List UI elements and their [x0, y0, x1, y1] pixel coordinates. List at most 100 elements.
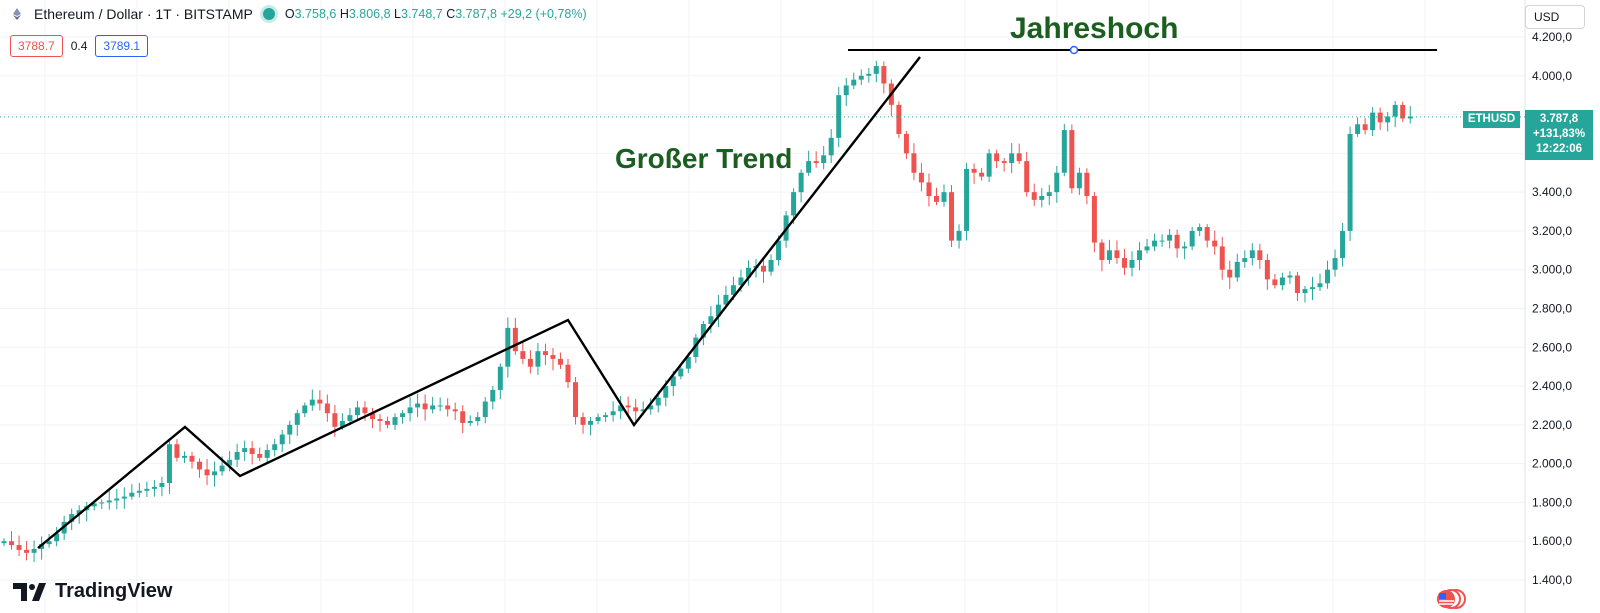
candle-body[interactable]: [1001, 161, 1007, 164]
candle-body[interactable]: [114, 498, 120, 501]
candle-body[interactable]: [573, 382, 579, 418]
candle-body[interactable]: [745, 267, 751, 278]
candle-body[interactable]: [324, 403, 330, 414]
candle-body[interactable]: [633, 407, 639, 412]
candle-body[interactable]: [678, 368, 684, 377]
candle-body[interactable]: [798, 172, 804, 193]
candle-body[interactable]: [242, 448, 248, 453]
candle-body[interactable]: [1392, 104, 1398, 117]
candle-body[interactable]: [1332, 258, 1338, 270]
candle-body[interactable]: [369, 413, 375, 420]
candle-body[interactable]: [1054, 172, 1060, 193]
candle-body[interactable]: [204, 469, 210, 476]
candle-body[interactable]: [460, 411, 466, 423]
candle-body[interactable]: [595, 417, 601, 421]
candle-body[interactable]: [309, 399, 315, 406]
candle-body[interactable]: [685, 356, 691, 369]
candle-body[interactable]: [903, 133, 909, 154]
candle-body[interactable]: [212, 471, 218, 476]
candle-body[interactable]: [1219, 246, 1225, 270]
candle-body[interactable]: [1264, 260, 1270, 280]
candle-body[interactable]: [166, 444, 172, 484]
candle-body[interactable]: [437, 405, 443, 407]
candle-body[interactable]: [76, 510, 82, 515]
candle-body[interactable]: [16, 545, 22, 550]
candle-body[interactable]: [843, 85, 849, 96]
candle-body[interactable]: [9, 541, 15, 546]
candle-body[interactable]: [1024, 161, 1030, 193]
candle-body[interactable]: [129, 492, 135, 497]
candle-body[interactable]: [475, 417, 481, 421]
candle-body[interactable]: [46, 541, 52, 545]
candle-body[interactable]: [527, 358, 533, 367]
candle-body[interactable]: [106, 500, 112, 503]
candle-body[interactable]: [227, 459, 233, 466]
candle-body[interactable]: [791, 192, 797, 216]
candle-body[interactable]: [1167, 234, 1173, 241]
candle-body[interactable]: [1144, 246, 1150, 251]
candle-body[interactable]: [1325, 269, 1331, 284]
candle-body[interactable]: [317, 399, 323, 404]
candle-body[interactable]: [144, 488, 150, 491]
candle-body[interactable]: [512, 327, 518, 352]
candle-body[interactable]: [31, 548, 37, 553]
candle-body[interactable]: [603, 415, 609, 418]
candle-body[interactable]: [918, 172, 924, 183]
candle-body[interactable]: [400, 413, 406, 418]
candle-body[interactable]: [836, 95, 842, 138]
candle-body[interactable]: [189, 455, 195, 462]
candle-body[interactable]: [121, 496, 127, 499]
candle-body[interactable]: [858, 75, 864, 80]
candle-body[interactable]: [1317, 283, 1323, 288]
candle-body[interactable]: [708, 316, 714, 325]
candle-body[interactable]: [896, 104, 902, 134]
candle-body[interactable]: [1069, 130, 1075, 189]
candle-body[interactable]: [257, 453, 263, 458]
candle-body[interactable]: [1152, 240, 1158, 247]
line-anchor-handle[interactable]: [1069, 45, 1079, 55]
candle-body[interactable]: [1114, 250, 1120, 259]
candle-body[interactable]: [264, 450, 270, 458]
candle-body[interactable]: [873, 66, 879, 74]
candle-body[interactable]: [1091, 196, 1097, 243]
candle-body[interactable]: [1294, 275, 1300, 293]
candle-body[interactable]: [557, 358, 563, 365]
candle-body[interactable]: [174, 444, 180, 458]
candle-body[interactable]: [1, 541, 7, 544]
candle-body[interactable]: [497, 366, 503, 390]
candle-body[interactable]: [565, 364, 571, 383]
candle-body[interactable]: [813, 161, 819, 164]
candle-body[interactable]: [1106, 250, 1112, 261]
candle-body[interactable]: [1355, 124, 1361, 134]
candle-body[interactable]: [452, 409, 458, 412]
candle-body[interactable]: [956, 230, 962, 241]
candle-body[interactable]: [821, 155, 827, 164]
candle-body[interactable]: [407, 407, 413, 414]
candle-body[interactable]: [1347, 133, 1353, 231]
candle-body[interactable]: [550, 355, 556, 359]
tradingview-logo[interactable]: TradingView: [13, 580, 172, 603]
candle-body[interactable]: [385, 420, 391, 425]
candle-body[interactable]: [1174, 234, 1180, 249]
candle-body[interactable]: [272, 444, 278, 451]
candle-body[interactable]: [1279, 277, 1285, 286]
buy-button[interactable]: 3789.1: [95, 35, 149, 57]
candle-body[interactable]: [1234, 261, 1240, 278]
currency-select[interactable]: USD: [1525, 5, 1585, 29]
candle-body[interactable]: [1061, 130, 1067, 173]
candle-body[interactable]: [640, 409, 646, 412]
candle-body[interactable]: [1309, 287, 1315, 290]
candle-body[interactable]: [1362, 124, 1368, 131]
us-flag-icon[interactable]: [1436, 588, 1466, 610]
candle-body[interactable]: [618, 405, 624, 412]
candle-body[interactable]: [588, 420, 594, 425]
candle-body[interactable]: [490, 389, 496, 402]
candle-body[interactable]: [219, 465, 225, 472]
candle-body[interactable]: [1400, 104, 1406, 119]
candle-body[interactable]: [828, 137, 834, 156]
candle-body[interactable]: [542, 351, 548, 356]
candle-body[interactable]: [151, 486, 157, 489]
candle-body[interactable]: [1137, 250, 1143, 261]
